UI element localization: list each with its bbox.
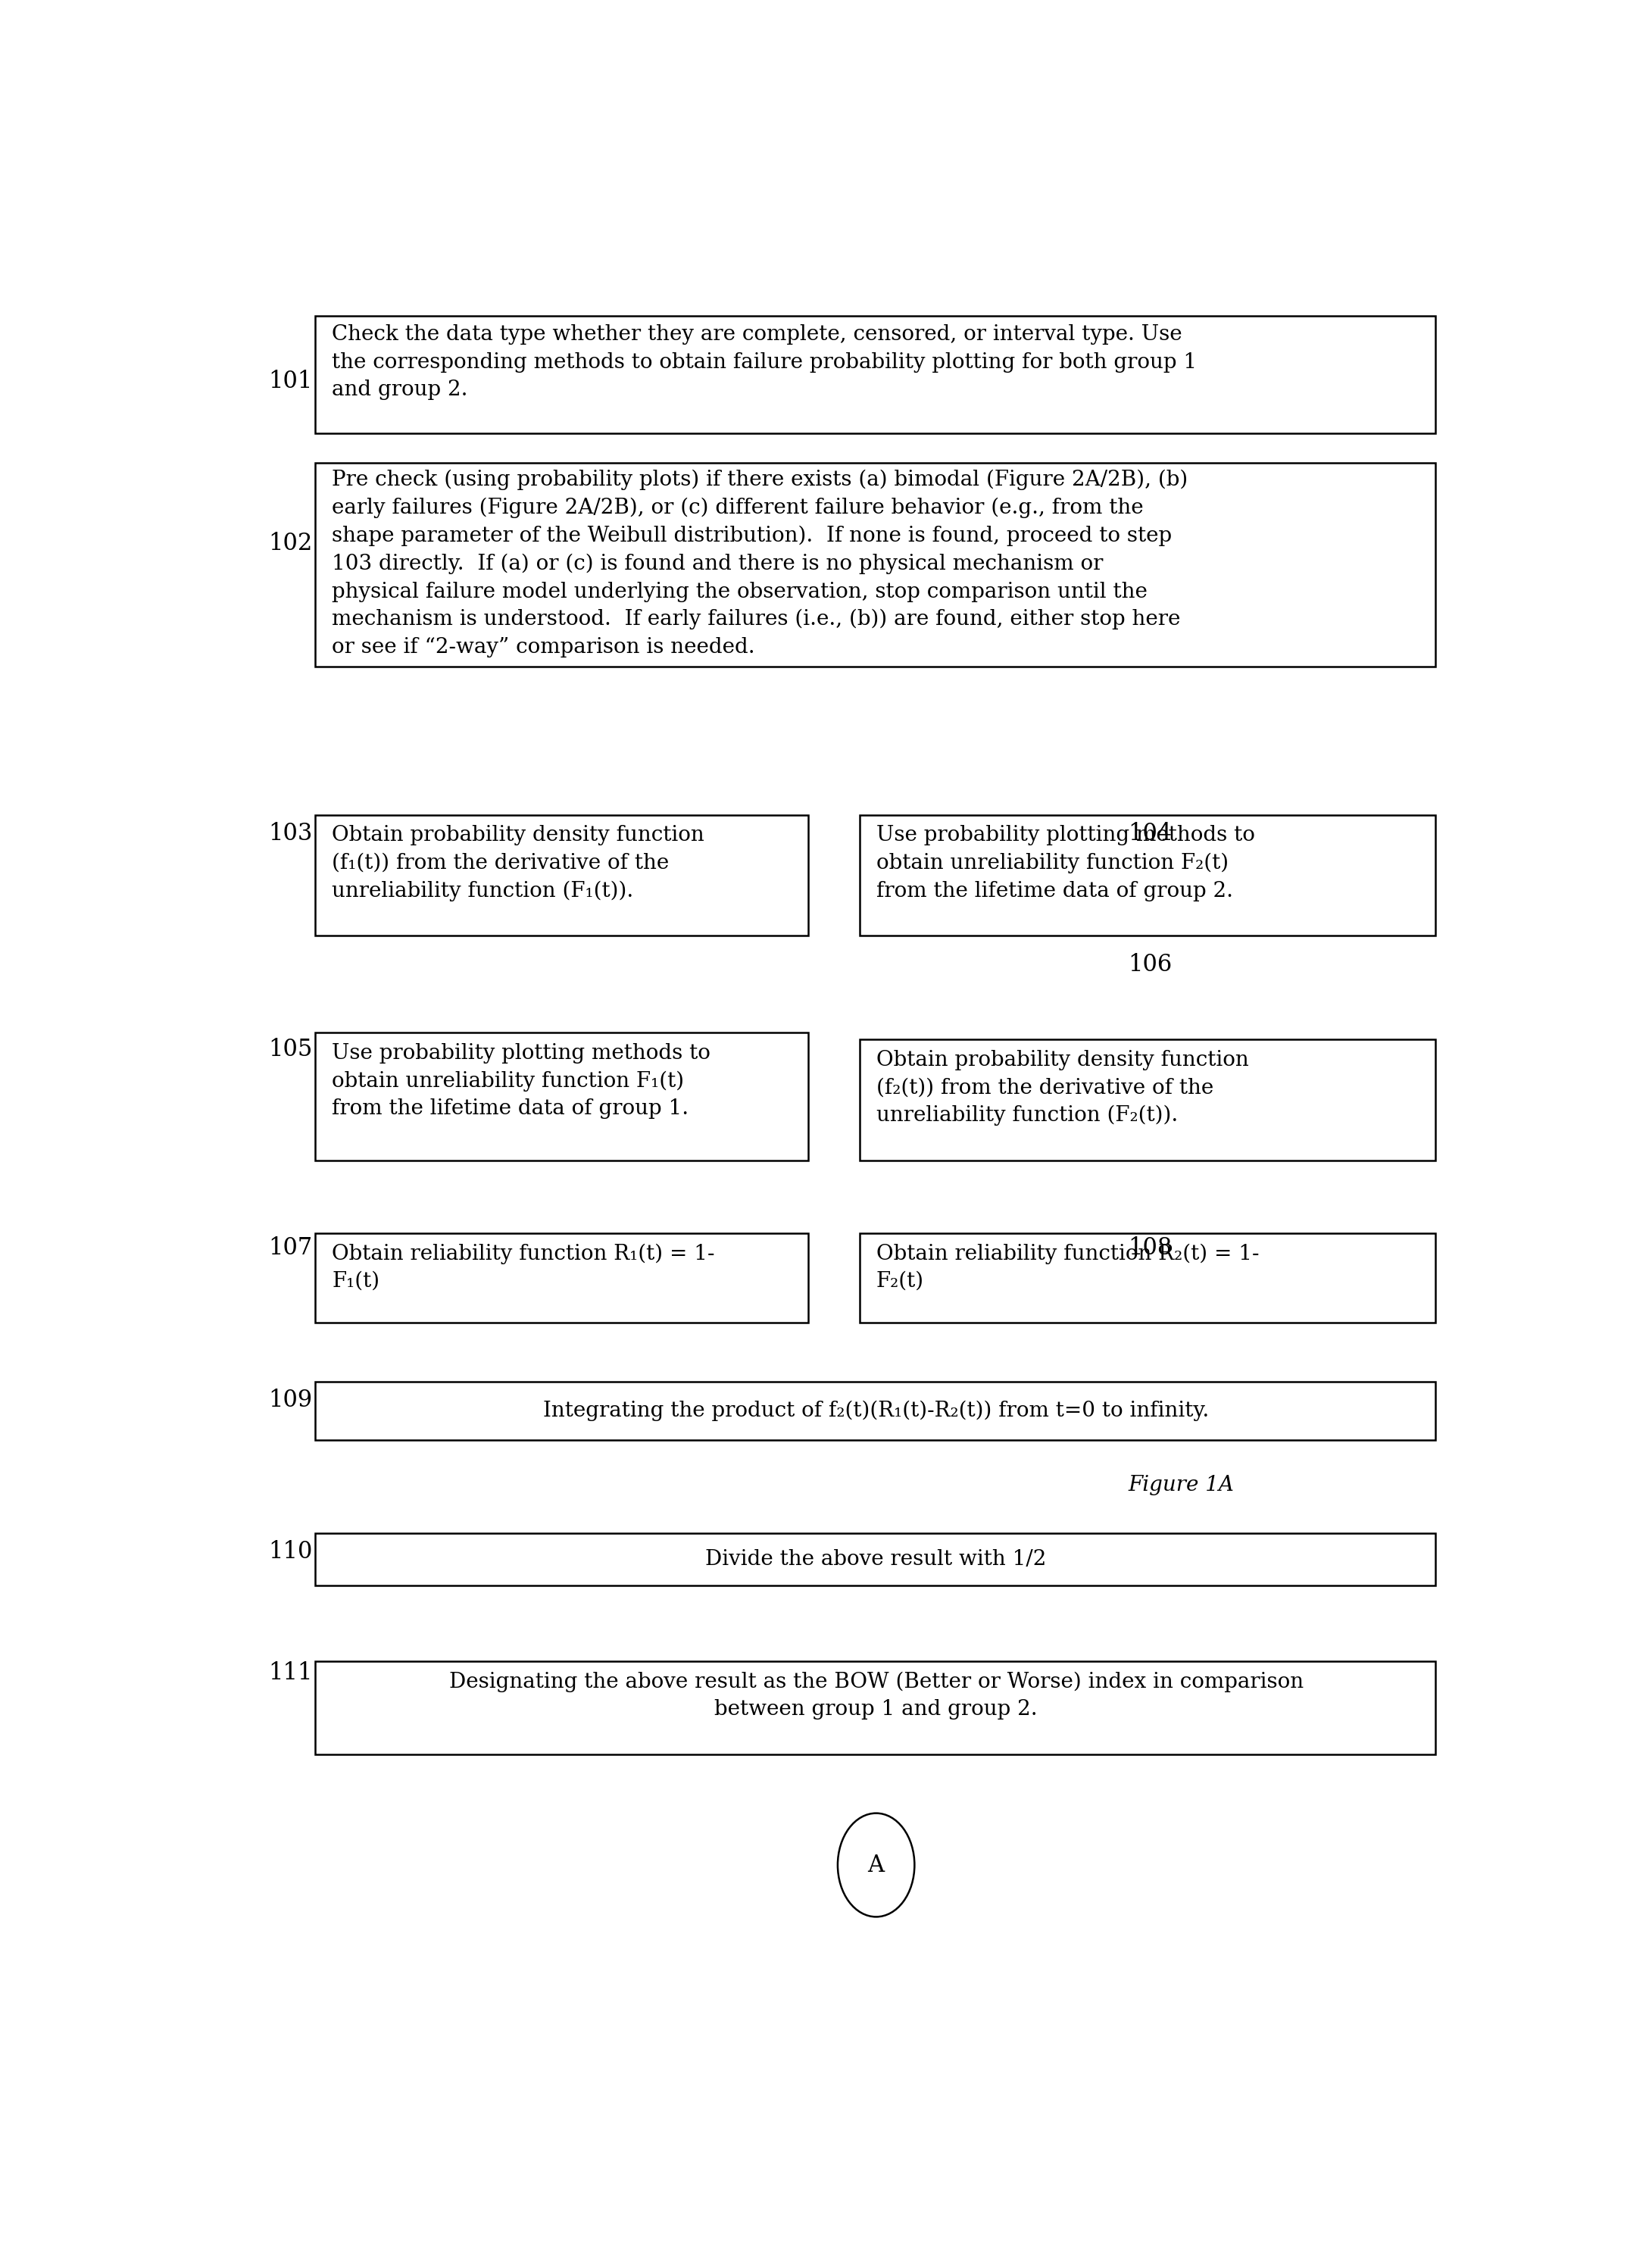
Text: 105: 105	[268, 1039, 312, 1061]
Text: Use probability plotting methods to
obtain unreliability function F₁(t)
from the: Use probability plotting methods to obta…	[332, 1043, 710, 1119]
Text: A: A	[867, 1853, 884, 1877]
Text: Designating the above result as the BOW (Better or Worse) index in comparison
be: Designating the above result as the BOW …	[449, 1671, 1303, 1720]
Text: 108: 108	[1128, 1236, 1173, 1261]
Text: Check the data type whether they are complete, censored, or interval type. Use
t: Check the data type whether they are com…	[332, 325, 1198, 399]
Text: Obtain probability density function
(f₂(t)) from the derivative of the
unreliabi: Obtain probability density function (f₂(…	[876, 1050, 1249, 1126]
Text: Divide the above result with 1/2: Divide the above result with 1/2	[705, 1550, 1047, 1570]
FancyBboxPatch shape	[316, 1032, 808, 1160]
Text: Pre check (using probability plots) if there exists (a) bimodal (Figure 2A/2B), : Pre check (using probability plots) if t…	[332, 469, 1188, 657]
FancyBboxPatch shape	[316, 1382, 1436, 1440]
FancyBboxPatch shape	[316, 814, 808, 935]
Text: Figure 1A: Figure 1A	[1128, 1474, 1234, 1496]
FancyBboxPatch shape	[859, 814, 1436, 935]
Text: Obtain reliability function R₁(t) = 1-
F₁(t): Obtain reliability function R₁(t) = 1- F…	[332, 1243, 715, 1292]
FancyBboxPatch shape	[316, 1234, 808, 1323]
Text: 109: 109	[268, 1388, 312, 1411]
FancyBboxPatch shape	[316, 316, 1436, 433]
Text: 107: 107	[268, 1236, 312, 1261]
Text: 104: 104	[1128, 821, 1173, 846]
Text: 103: 103	[268, 821, 312, 846]
Text: 110: 110	[268, 1541, 312, 1563]
FancyBboxPatch shape	[859, 1234, 1436, 1323]
FancyBboxPatch shape	[316, 1534, 1436, 1586]
Text: Integrating the product of f₂(t)(R₁(t)-R₂(t)) from t=0 to infinity.: Integrating the product of f₂(t)(R₁(t)-R…	[544, 1400, 1209, 1422]
FancyBboxPatch shape	[859, 1039, 1436, 1160]
Text: 106: 106	[1128, 953, 1173, 976]
Text: 111: 111	[268, 1662, 312, 1684]
Text: Obtain reliability function R₂(t) = 1-
F₂(t): Obtain reliability function R₂(t) = 1- F…	[876, 1243, 1259, 1292]
Text: Use probability plotting methods to
obtain unreliability function F₂(t)
from the: Use probability plotting methods to obta…	[876, 825, 1256, 902]
Text: 102: 102	[268, 532, 312, 556]
FancyBboxPatch shape	[316, 462, 1436, 666]
Text: 101: 101	[268, 370, 312, 393]
Text: Obtain probability density function
(f₁(t)) from the derivative of the
unreliabi: Obtain probability density function (f₁(…	[332, 825, 704, 902]
FancyBboxPatch shape	[316, 1662, 1436, 1754]
